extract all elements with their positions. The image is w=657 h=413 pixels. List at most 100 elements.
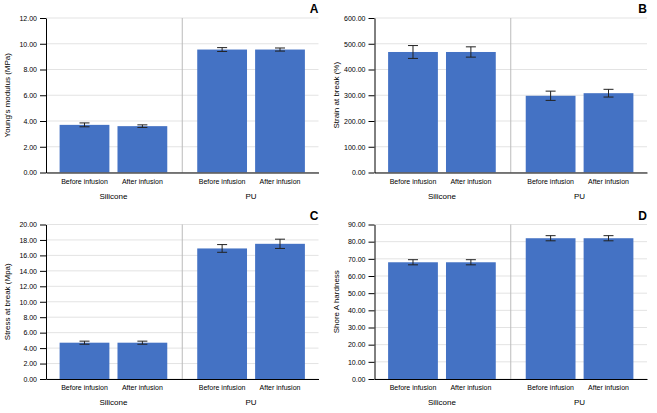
y-tick: 300.00 <box>344 92 374 99</box>
grid <box>46 225 319 380</box>
y-axis-line <box>375 225 376 380</box>
y-tick-label: 6.00 <box>23 92 37 99</box>
group-label: PU <box>246 398 257 407</box>
group-labels: SiliconePU <box>428 192 585 201</box>
x-tick-label: After infusion <box>450 384 491 391</box>
y-tick-label: 6.00 <box>23 329 37 336</box>
error-bar <box>275 48 285 51</box>
x-tick-label: Before infusion <box>199 178 246 185</box>
bar <box>388 262 438 379</box>
y-tick-mark <box>40 333 46 334</box>
x-axis-line <box>47 379 320 380</box>
y-tick-mark <box>369 362 375 363</box>
y-tick-label: 300.00 <box>344 92 366 99</box>
y-tick: 10.00 <box>19 40 46 47</box>
y-axis: 0.002.004.006.008.0010.0012.0014.0016.00… <box>19 221 46 382</box>
y-tick: 90.00 <box>348 221 375 228</box>
bar <box>60 125 110 173</box>
y-tick-mark <box>40 121 46 122</box>
y-tick-mark <box>369 259 375 260</box>
x-tick-label: Before infusion <box>390 178 437 185</box>
x-tick-label: After infusion <box>260 384 301 391</box>
y-tick-label: 2.00 <box>23 360 37 367</box>
bar <box>255 244 305 379</box>
error-bar <box>408 46 418 59</box>
x-axis <box>47 379 320 380</box>
y-tick: 20.00 <box>348 341 375 348</box>
panel-title: B <box>638 2 647 16</box>
y-tick: 18.00 <box>19 237 46 244</box>
y-tick-mark <box>40 348 46 349</box>
y-tick: 0.00 <box>352 376 375 383</box>
y-tick-mark <box>40 95 46 96</box>
x-tick-label: Before infusion <box>199 384 246 391</box>
x-tick-label: Before infusion <box>390 384 437 391</box>
y-tick: 16.00 <box>19 252 46 259</box>
x-tick-labels: Before infusionAfter infusionBefore infu… <box>390 178 629 185</box>
y-axis-title: Young's modulus (MPa) <box>3 53 12 138</box>
grid <box>375 18 648 173</box>
group-label: Silicone <box>428 398 457 407</box>
bar <box>117 343 167 379</box>
y-tick: 10.00 <box>348 359 375 366</box>
y-tick-mark <box>40 70 46 71</box>
error-bar <box>546 236 556 241</box>
y-tick-mark <box>40 147 46 148</box>
panel-title: C <box>310 209 319 223</box>
bar <box>446 52 496 173</box>
y-tick-mark <box>369 345 375 346</box>
y-tick-label: 30.00 <box>348 324 366 331</box>
y-tick-mark <box>369 225 375 226</box>
x-tick-label: After infusion <box>122 178 163 185</box>
grid <box>46 18 319 173</box>
error-bar <box>217 245 227 253</box>
y-tick-label: 10.00 <box>348 359 366 366</box>
bar <box>60 343 110 379</box>
x-axis-line <box>375 379 648 380</box>
y-tick: 12.00 <box>19 283 46 290</box>
panel: 0.002.004.006.008.0010.0012.00Young's mo… <box>3 2 319 201</box>
bar <box>584 238 634 379</box>
y-tick-label: 500.00 <box>344 40 366 47</box>
y-tick: 10.00 <box>19 298 46 305</box>
y-tick-mark <box>369 95 375 96</box>
x-axis <box>47 173 320 174</box>
y-tick-label: 16.00 <box>19 252 37 259</box>
y-tick-label: 10.00 <box>19 40 37 47</box>
y-tick-label: 0.00 <box>352 376 366 383</box>
y-axis-line <box>46 19 47 174</box>
y-tick-mark <box>40 364 46 365</box>
bar <box>446 262 496 379</box>
separators <box>510 225 511 380</box>
y-tick: 8.00 <box>23 314 46 321</box>
bar <box>388 52 438 173</box>
y-tick-mark <box>369 18 375 19</box>
y-tick-label: 400.00 <box>344 66 366 73</box>
y-tick: 70.00 <box>348 256 375 263</box>
y-tick-mark <box>40 317 46 318</box>
x-axis-line <box>47 173 320 174</box>
x-tick-label: After infusion <box>122 384 163 391</box>
marks <box>388 236 633 379</box>
bar <box>526 96 576 173</box>
y-tick: 30.00 <box>348 324 375 331</box>
error-bar <box>408 260 418 265</box>
y-tick: 0.00 <box>23 376 46 383</box>
error-bar <box>604 236 614 241</box>
group-separator <box>510 18 511 173</box>
y-tick-mark <box>369 44 375 45</box>
y-tick-label: 2.00 <box>23 143 37 150</box>
y-tick-mark <box>369 276 375 277</box>
y-tick-mark <box>369 121 375 122</box>
error-bar <box>466 260 476 265</box>
y-tick-mark <box>369 147 375 148</box>
y-axis-title: Stress at break (Mpa) <box>3 263 12 340</box>
error-bar <box>217 48 227 52</box>
y-tick-label: 200.00 <box>344 118 366 125</box>
y-tick: 40.00 <box>348 307 375 314</box>
y-tick-label: 40.00 <box>348 307 366 314</box>
y-tick-mark <box>40 173 46 174</box>
y-axis: 0.00100.00200.00300.00400.00500.00600.00 <box>344 15 375 177</box>
y-tick: 4.00 <box>23 118 46 125</box>
group-label: Silicone <box>99 398 128 407</box>
